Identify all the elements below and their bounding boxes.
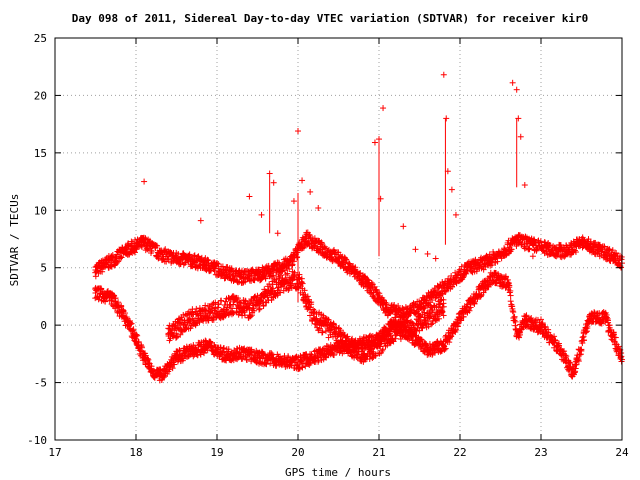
chart-title: Day 098 of 2011, Sidereal Day-to-day VTE…	[72, 12, 589, 25]
data-points	[92, 72, 625, 384]
upper-band-point	[527, 246, 533, 252]
